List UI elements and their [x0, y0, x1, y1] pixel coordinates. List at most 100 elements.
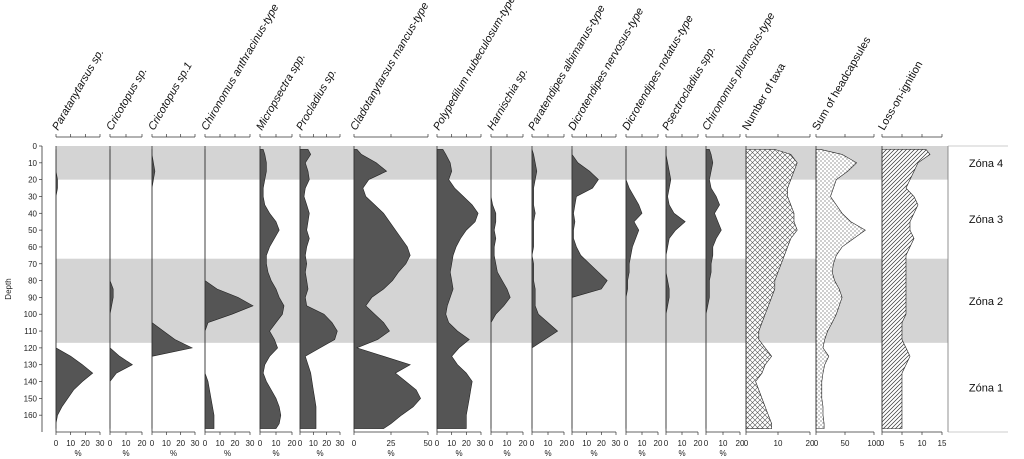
tick-label: 10	[309, 439, 318, 448]
tick-label: 10	[544, 439, 553, 448]
tick-label: 10	[216, 439, 225, 448]
zone-label: Zóna 3	[969, 214, 1003, 226]
tick-label: 20	[322, 439, 331, 448]
tick-label: 50	[424, 439, 433, 448]
unit-label: %	[272, 449, 279, 458]
series-title: Number of taxa	[740, 61, 788, 133]
panel-dicrotendipes-notatus-type: 0 10 20%Dicrotendipes notatus-type	[620, 13, 696, 458]
tick-label: 10	[918, 439, 927, 448]
unit-label: %	[455, 449, 462, 458]
unit-label: %	[638, 449, 645, 458]
series-area	[745, 149, 798, 429]
unit-label: %	[590, 449, 597, 458]
depth-tick-label: 50	[28, 226, 37, 235]
tick-label: 30	[96, 439, 105, 448]
tick-label: 10	[582, 439, 591, 448]
panel-number-of-taxa: 0 10 20 Number of taxa	[740, 61, 815, 448]
tick-label: 10	[447, 439, 456, 448]
tick-label: 15	[938, 439, 947, 448]
tick-label: 0	[258, 439, 263, 448]
depth-tick-label: 70	[28, 260, 37, 269]
tick-label: 20	[806, 439, 815, 448]
series-area	[299, 149, 338, 429]
tick-label: 20	[597, 439, 606, 448]
tick-label: 30	[336, 439, 345, 448]
unit-label: %	[74, 449, 81, 458]
depth-tick-label: 150	[24, 394, 38, 403]
depth-axis-label: Depth	[4, 278, 13, 299]
series-title: Cricotopus sp.	[104, 66, 150, 133]
depth-tick-label: 10	[28, 159, 37, 168]
tick-label: 10	[503, 439, 512, 448]
depth-tick-label: 160	[24, 411, 38, 420]
unit-label: %	[170, 449, 177, 458]
tick-label: 0	[624, 439, 629, 448]
tick-label: 0	[352, 439, 357, 448]
panel-loss-on-ignition: 0 5 10 15 Loss-on-ignition	[876, 59, 947, 448]
depth-axis: 0 10 20 30 40 50 60 70 80 90 100 110 120 130 140 150 160…	[4, 142, 43, 432]
tick-label: 20	[560, 439, 569, 448]
tick-label: 5	[900, 439, 905, 448]
tick-label: 10	[774, 439, 783, 448]
tick-label: 20	[654, 439, 663, 448]
tick-label: 20	[288, 439, 297, 448]
panel-sum-of-headcapsules: 0 50 100 Sum of headcapsules	[810, 34, 881, 448]
depth-tick-label: 140	[24, 378, 38, 387]
tick-label: 0	[54, 439, 59, 448]
tick-label: 20	[519, 439, 528, 448]
tick-label: 0	[150, 439, 155, 448]
tick-label: 20	[138, 439, 147, 448]
unit-label: %	[122, 449, 129, 458]
series-title: Cricotopus sp.1	[146, 60, 195, 132]
series-title: Paratanytarsus sp.	[50, 47, 106, 132]
tick-label: 20	[231, 439, 240, 448]
tick-label: 10	[272, 439, 281, 448]
series-title: Procladius sp.	[294, 67, 339, 133]
depth-tick-label: 120	[24, 344, 38, 353]
zone-label: Zóna 4	[969, 158, 1003, 170]
panel-paratendipes-albimanus-type: 0 10 20% Paratendipes albimanus-type	[526, 3, 608, 458]
zone-band	[56, 146, 948, 180]
tick-label: 10	[66, 439, 75, 448]
zone-label: Zóna 1	[969, 382, 1003, 394]
tick-label: 10	[122, 439, 131, 448]
tick-label: 0	[664, 439, 669, 448]
tick-label: 0	[435, 439, 440, 448]
series-area	[881, 149, 931, 429]
unit-label: %	[387, 449, 394, 458]
unit-label: %	[503, 449, 510, 458]
tick-label: 10	[162, 439, 171, 448]
series-title: Harnischia sp.	[485, 66, 530, 132]
tick-label: 0	[570, 439, 575, 448]
unit-label: %	[678, 449, 685, 458]
panel-polypedilum-nubeculosum-type: 0 10 20 30%Polypedilum nubeculosum-type	[431, 0, 518, 458]
tick-label: 50	[841, 439, 850, 448]
depth-tick-label: 20	[28, 176, 37, 185]
series-area	[436, 149, 479, 429]
tick-label: 20	[81, 439, 90, 448]
tick-label: 20	[694, 439, 703, 448]
tick-label: 30	[246, 439, 255, 448]
unit-label: %	[544, 449, 551, 458]
series-title: Cladotanytarsus mancus-type	[348, 0, 431, 132]
tick-label: 20	[176, 439, 185, 448]
series-area	[259, 149, 285, 429]
tick-label: 0	[203, 439, 208, 448]
unit-label: %	[224, 449, 231, 458]
tick-label: 20	[736, 439, 745, 448]
tick-label: 0	[108, 439, 113, 448]
series-title: Chironomus plumosus-type	[700, 11, 777, 133]
series-area	[353, 149, 421, 429]
depth-tick-label: 90	[28, 293, 37, 302]
depth-tick-label: 60	[28, 243, 37, 252]
tick-label: 100	[867, 439, 881, 448]
unit-label: %	[316, 449, 323, 458]
tick-label: 0	[530, 439, 535, 448]
depth-tick-label: 80	[28, 277, 37, 286]
tick-label: 10	[638, 439, 647, 448]
depth-tick-label: 100	[24, 310, 38, 319]
tick-label: 0	[744, 439, 749, 448]
tick-label: 0	[814, 439, 819, 448]
series-area	[490, 149, 511, 429]
